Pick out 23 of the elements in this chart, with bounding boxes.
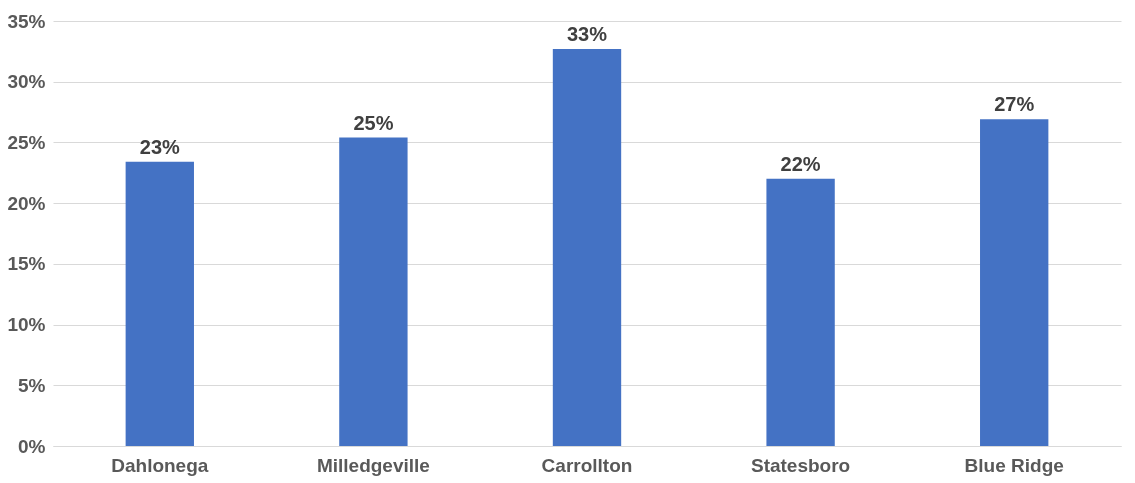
y-tick-label: 35% bbox=[7, 10, 46, 32]
bar bbox=[766, 178, 835, 446]
y-tick-label: 10% bbox=[7, 314, 46, 336]
data-label: 27% bbox=[994, 93, 1035, 116]
x-tick-label: Statesboro bbox=[750, 454, 851, 476]
x-tick-label: Dahlonega bbox=[111, 454, 209, 476]
bar bbox=[125, 161, 194, 446]
y-tick-label: 25% bbox=[7, 131, 46, 153]
y-tick-label: 5% bbox=[18, 374, 46, 396]
bar bbox=[552, 48, 622, 446]
data-label: 33% bbox=[566, 22, 608, 45]
x-tick-label: Milledgeville bbox=[316, 454, 430, 476]
y-tick-label: 30% bbox=[7, 71, 46, 93]
y-tick-label: 20% bbox=[7, 192, 46, 214]
bar bbox=[339, 137, 408, 446]
data-label: 22% bbox=[780, 152, 821, 175]
y-tick-label: 15% bbox=[7, 253, 46, 275]
bar bbox=[980, 119, 1049, 446]
y-tick-label: 0% bbox=[18, 435, 46, 457]
data-label: 25% bbox=[353, 111, 394, 134]
x-tick-label: Carrollton bbox=[541, 454, 633, 476]
x-tick-label: Blue Ridge bbox=[964, 454, 1064, 476]
data-label: 23% bbox=[139, 135, 181, 158]
